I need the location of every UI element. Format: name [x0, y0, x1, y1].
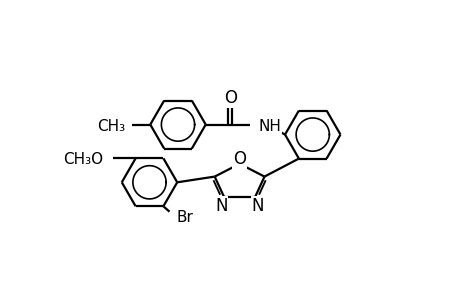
Text: O: O — [224, 89, 236, 107]
Text: O: O — [233, 150, 246, 168]
Text: N: N — [214, 197, 227, 215]
Text: N: N — [251, 197, 264, 215]
Text: Br: Br — [176, 209, 193, 224]
Text: CH₃: CH₃ — [97, 118, 125, 134]
Text: CH₃O: CH₃O — [63, 152, 103, 167]
Text: NH: NH — [257, 118, 280, 134]
